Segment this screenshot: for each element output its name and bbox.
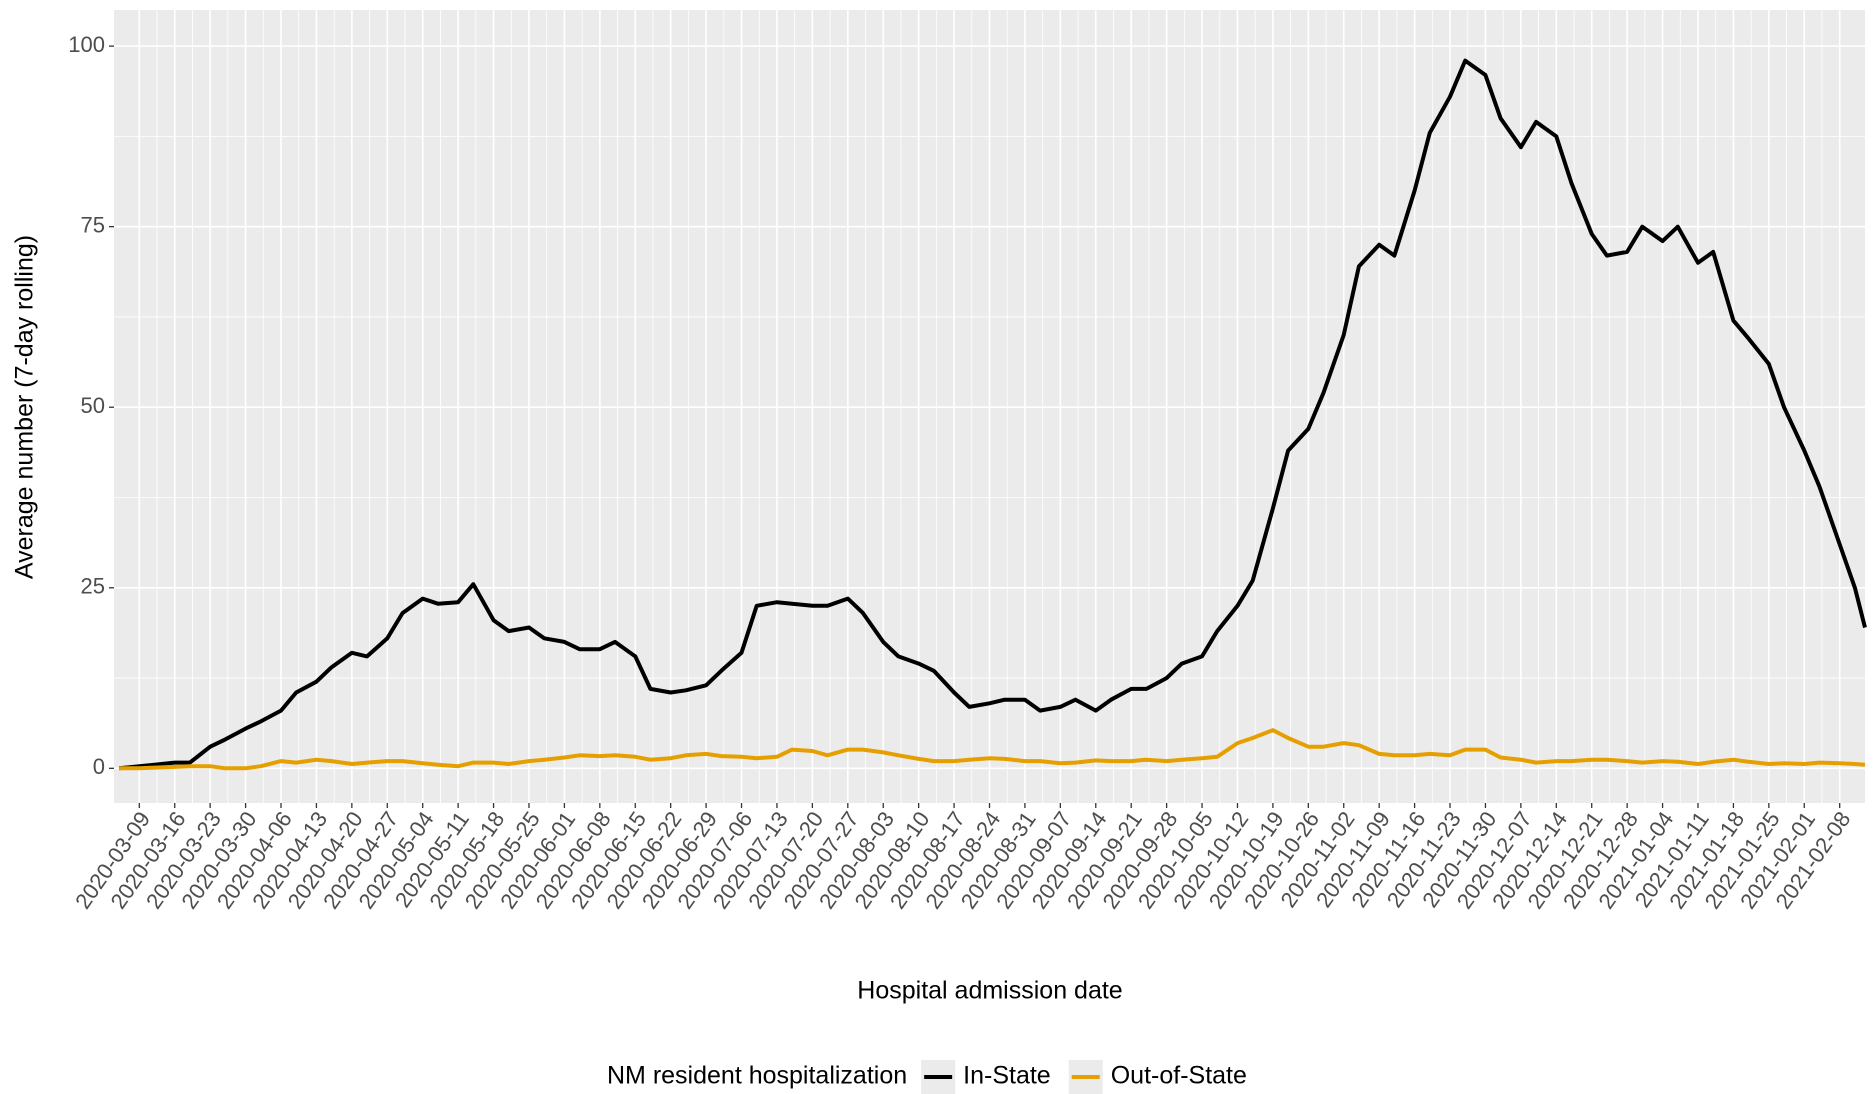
legend-label: In-State <box>963 1062 1051 1090</box>
y-tick-label: 0 <box>93 754 105 779</box>
y-tick-label: 100 <box>68 32 105 57</box>
y-tick-label: 25 <box>81 574 105 599</box>
y-tick-label: 50 <box>81 393 105 418</box>
series-line <box>118 58 1867 771</box>
series-line <box>119 728 1866 771</box>
y-tick-label: 75 <box>81 212 105 237</box>
y-axis-title: Average number (7-day rolling) <box>11 235 39 579</box>
x-axis-title: Hospital admission date <box>857 977 1122 1005</box>
legend-title: NM resident hospitalization <box>607 1062 907 1090</box>
legend-label: Out-of-State <box>1111 1062 1247 1090</box>
